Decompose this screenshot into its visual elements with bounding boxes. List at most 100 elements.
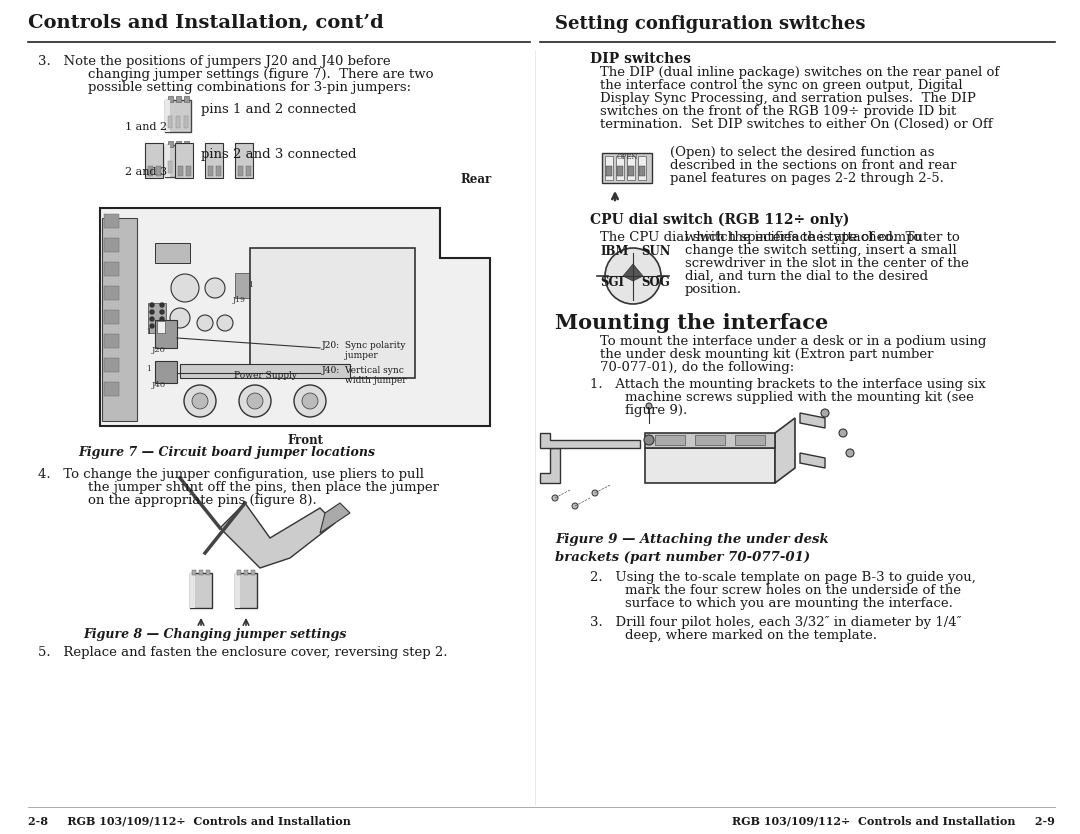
Bar	[205, 143, 222, 178]
Text: J40: J40	[152, 381, 166, 389]
Polygon shape	[540, 433, 640, 448]
Text: the jumper shunt off the pins, then place the jumper: the jumper shunt off the pins, then plac…	[87, 481, 438, 494]
Text: dial, and turn the dial to the desired: dial, and turn the dial to the desired	[685, 270, 928, 283]
Circle shape	[197, 315, 213, 331]
Bar	[156, 166, 161, 176]
Text: The CPU dial switch specifies the type of computer to: The CPU dial switch specifies the type o…	[600, 231, 960, 244]
Bar	[184, 96, 189, 102]
Bar	[216, 166, 221, 176]
Bar	[104, 238, 119, 252]
Circle shape	[839, 429, 847, 437]
Text: the under desk mounting kit (Extron part number: the under desk mounting kit (Extron part…	[600, 348, 933, 361]
Polygon shape	[800, 453, 825, 468]
Text: (Open) to select the desired function as: (Open) to select the desired function as	[670, 146, 934, 159]
Circle shape	[239, 385, 271, 417]
Polygon shape	[775, 418, 795, 483]
Text: deep, where marked on the template.: deep, where marked on the template.	[625, 629, 877, 642]
Bar	[235, 573, 257, 608]
Text: CPU dial switch (RGB 112÷ only): CPU dial switch (RGB 112÷ only)	[590, 213, 849, 228]
Text: SOG: SOG	[642, 276, 670, 289]
Circle shape	[160, 324, 164, 328]
Bar	[104, 310, 119, 324]
Circle shape	[552, 495, 558, 501]
Text: To mount the interface under a desk or in a podium using: To mount the interface under a desk or i…	[600, 335, 986, 348]
Bar	[638, 156, 646, 180]
Text: 3.   Drill four pilot holes, each 3/32″ in diameter by 1/4″: 3. Drill four pilot holes, each 3/32″ in…	[590, 616, 961, 629]
Bar	[168, 116, 172, 128]
Circle shape	[247, 393, 264, 409]
Bar	[102, 218, 137, 421]
Circle shape	[646, 403, 652, 409]
Polygon shape	[645, 448, 775, 483]
Bar	[104, 334, 119, 348]
Bar	[208, 166, 213, 176]
Text: Rear: Rear	[460, 173, 491, 186]
Circle shape	[171, 274, 199, 302]
Text: figure 9).: figure 9).	[625, 404, 687, 417]
Text: 2-8     RGB 103/109/112÷  Controls and Installation: 2-8 RGB 103/109/112÷ Controls and Instal…	[28, 815, 351, 826]
Bar	[168, 161, 172, 173]
Text: described in the sections on front and rear: described in the sections on front and r…	[670, 159, 957, 172]
Polygon shape	[100, 208, 490, 426]
Circle shape	[644, 435, 654, 445]
Text: Display Sync Processing, and serration pulses.  The DIP: Display Sync Processing, and serration p…	[600, 92, 976, 105]
Bar	[199, 570, 203, 575]
Circle shape	[150, 324, 154, 328]
Bar	[178, 166, 183, 176]
Text: J20:  Sync polarity
        jumper: J20: Sync polarity jumper	[322, 341, 406, 360]
Text: J40:  Vertical sync
        width jumper: J40: Vertical sync width jumper	[322, 366, 407, 385]
Circle shape	[592, 490, 598, 496]
Circle shape	[160, 317, 164, 321]
Text: SGI: SGI	[600, 276, 624, 289]
Bar	[249, 248, 415, 378]
Bar	[165, 145, 170, 177]
Bar	[180, 364, 350, 378]
Text: 1: 1	[146, 328, 151, 336]
Bar	[104, 214, 119, 228]
Polygon shape	[220, 503, 335, 568]
Bar	[168, 141, 173, 147]
Bar	[156, 361, 177, 383]
Bar	[602, 153, 652, 183]
Text: J19: J19	[233, 296, 246, 304]
Circle shape	[150, 310, 154, 314]
Bar	[148, 166, 153, 176]
Text: 4.   To change the jumper configuration, use pliers to pull: 4. To change the jumper configuration, u…	[38, 468, 424, 481]
Bar	[157, 321, 165, 333]
Circle shape	[170, 308, 190, 328]
Text: Mounting the interface: Mounting the interface	[555, 313, 828, 333]
Text: position.: position.	[685, 283, 742, 296]
Circle shape	[160, 310, 164, 314]
Bar	[606, 166, 612, 176]
Circle shape	[217, 315, 233, 331]
Circle shape	[150, 303, 154, 307]
Bar	[156, 320, 177, 348]
Text: 70-077-01), do the following:: 70-077-01), do the following:	[600, 361, 794, 374]
Text: 2.   Using the to-scale template on page B-3 to guide you,: 2. Using the to-scale template on page B…	[590, 571, 976, 584]
Text: OPEN: OPEN	[617, 153, 638, 161]
Bar	[190, 573, 195, 608]
Bar	[639, 166, 645, 176]
Text: DIP switches: DIP switches	[590, 52, 691, 66]
Text: Figure 9 — Attaching the under desk
brackets (part number 70-077-01): Figure 9 — Attaching the under desk brac…	[555, 533, 828, 564]
Bar	[184, 116, 188, 128]
Text: 1 and 2: 1 and 2	[125, 122, 167, 132]
Bar	[235, 573, 240, 608]
Bar	[616, 156, 624, 180]
Bar	[605, 156, 613, 180]
Bar	[176, 141, 181, 147]
Bar	[246, 166, 251, 176]
Circle shape	[294, 385, 326, 417]
Text: J20: J20	[152, 346, 166, 354]
Text: 2 and 3: 2 and 3	[125, 167, 167, 177]
Polygon shape	[800, 413, 825, 428]
Text: screwdriver in the slot in the center of the: screwdriver in the slot in the center of…	[685, 257, 969, 270]
Text: Setting configuration switches: Setting configuration switches	[555, 15, 865, 33]
Bar	[104, 358, 119, 372]
Text: pins 1 and 2 connected: pins 1 and 2 connected	[201, 103, 356, 116]
Text: 5.   Replace and fasten the enclosure cover, reversing step 2.: 5. Replace and fasten the enclosure cove…	[38, 646, 447, 659]
Bar	[235, 143, 253, 178]
Bar	[184, 141, 189, 147]
Bar	[176, 116, 180, 128]
Text: Figure 7 — Circuit board jumper locations: Figure 7 — Circuit board jumper location…	[78, 446, 375, 459]
